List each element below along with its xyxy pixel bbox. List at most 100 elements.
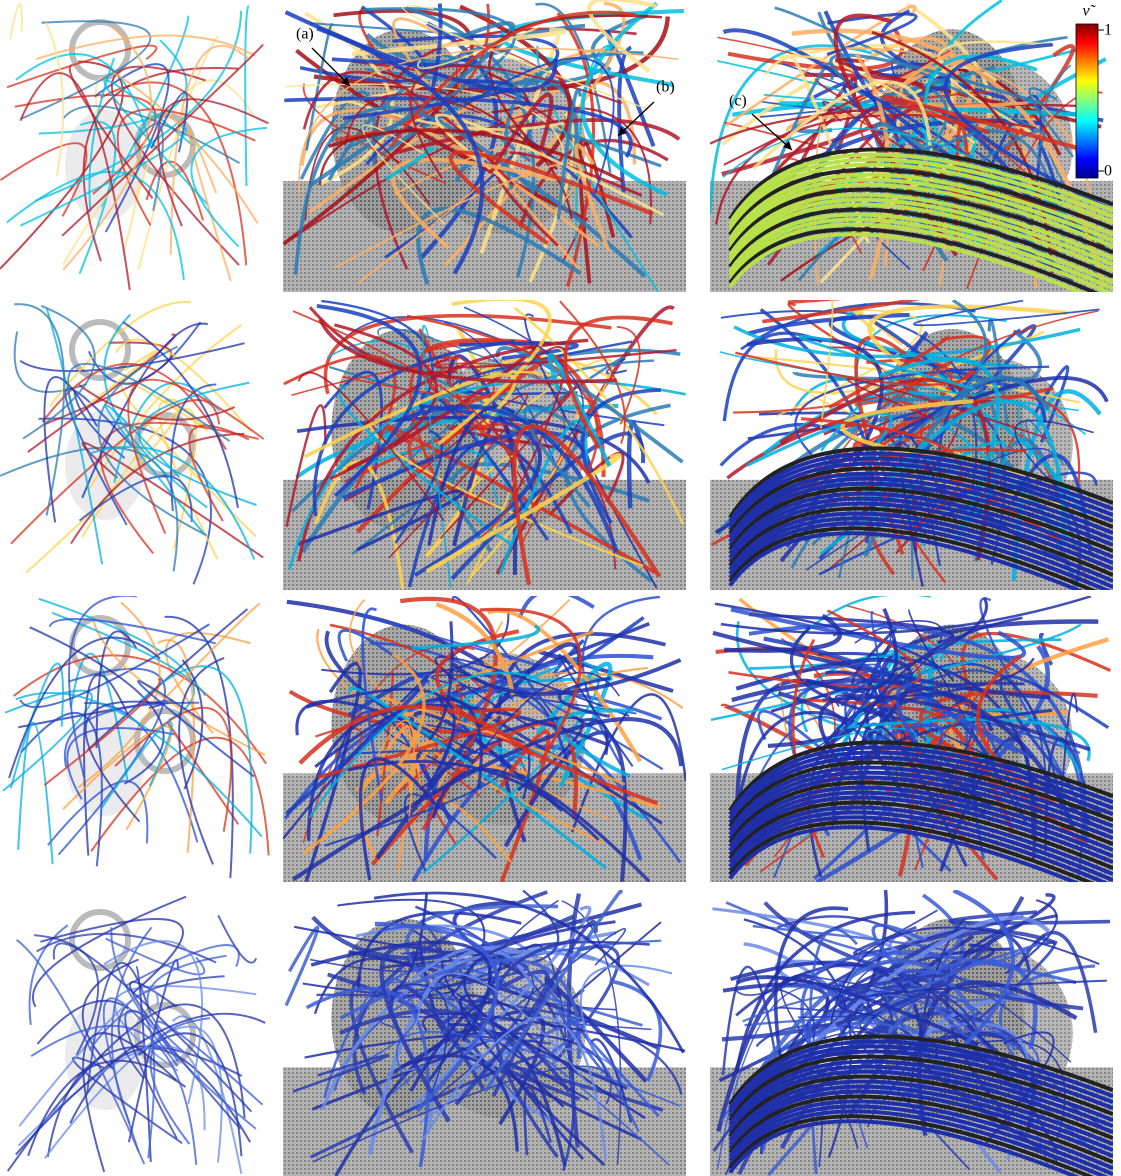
- tube: [728, 506, 1113, 577]
- streamline: [45, 308, 104, 565]
- colorbar-label: ν̃: [1082, 3, 1096, 20]
- tube: [728, 800, 1113, 871]
- tube: [728, 491, 1113, 559]
- streamline: [30, 1024, 198, 1165]
- tube: [728, 790, 1113, 859]
- streamline: [302, 652, 426, 855]
- streamline: [404, 904, 559, 1040]
- tube: [728, 795, 1113, 865]
- colorbar-min: 0: [1104, 163, 1112, 180]
- tube: [728, 825, 1080, 882]
- streamline: [38, 597, 195, 721]
- streamline: [9, 3, 23, 40]
- streamline: [752, 80, 932, 171]
- tube: [728, 192, 1113, 261]
- streamline: [17, 721, 54, 865]
- streamline: [344, 7, 517, 151]
- streamline: [351, 27, 567, 57]
- streamline: [81, 958, 139, 1070]
- streamline: [907, 709, 1085, 877]
- streamline: [103, 940, 204, 1105]
- streamline: [110, 65, 240, 266]
- streamline: [104, 404, 205, 535]
- tube: [728, 177, 1113, 245]
- streamline: [431, 767, 651, 882]
- streamline: [19, 72, 131, 291]
- streamline: [1015, 930, 1098, 1033]
- tube: [728, 1069, 1113, 1135]
- streamline: [558, 676, 611, 719]
- streamline: [422, 1016, 607, 1160]
- streamline: [34, 934, 100, 1056]
- streamline: [14, 303, 66, 516]
- streamline: [557, 1009, 660, 1118]
- streamline: [388, 893, 429, 995]
- streamline: [316, 304, 423, 498]
- streamline: [103, 313, 208, 509]
- tube: [728, 1109, 1109, 1176]
- streamline: [609, 979, 663, 1082]
- streamline: [329, 623, 464, 800]
- tube: [728, 511, 1113, 583]
- streamline: [976, 654, 1063, 810]
- streamline: [752, 924, 952, 955]
- streamline: [412, 624, 541, 650]
- streamline: [100, 721, 173, 810]
- streamline: [19, 342, 245, 373]
- streamline: [392, 34, 560, 66]
- streamline: [51, 611, 207, 697]
- streamline: [501, 715, 584, 792]
- label-b: (b): [656, 79, 675, 96]
- streamline: [571, 693, 686, 833]
- streamline: [720, 596, 1092, 635]
- streamline: [169, 44, 249, 255]
- streamline: [10, 399, 221, 545]
- tube: [728, 531, 1083, 590]
- streamline: [34, 10, 243, 202]
- streamline: [308, 306, 457, 375]
- streamline: [846, 378, 1053, 441]
- streamline: [766, 973, 949, 1001]
- streamline: [775, 987, 816, 1086]
- streamline: [747, 312, 910, 336]
- streamline: [409, 64, 623, 180]
- streamline: [448, 150, 654, 246]
- tube: [728, 745, 1113, 816]
- streamline: [18, 989, 159, 1127]
- tube: [728, 755, 1113, 824]
- streamline: [714, 376, 1109, 535]
- streamline: [83, 349, 157, 409]
- streamline: [358, 757, 441, 881]
- streamline: [187, 128, 232, 282]
- streamline: [95, 630, 138, 749]
- streamline: [434, 656, 630, 730]
- streamline: [815, 644, 1050, 882]
- streamline: [979, 597, 1089, 819]
- streamline: [730, 607, 1027, 661]
- tube: [728, 1039, 1113, 1110]
- arrow-c: [751, 113, 793, 151]
- streamline: [881, 94, 1086, 153]
- streamline: [100, 15, 190, 208]
- streamline: [38, 39, 188, 135]
- tube: [728, 1049, 1113, 1118]
- streamline: [324, 749, 509, 847]
- streamline: [819, 300, 834, 429]
- streamline: [856, 300, 988, 467]
- streamline: [70, 432, 245, 545]
- streamline: [81, 441, 264, 559]
- tube: [728, 222, 1113, 292]
- render-panel: [710, 0, 1113, 292]
- tube-bundle: [728, 147, 1113, 292]
- render-panel: [6, 895, 266, 1175]
- streamline: [57, 667, 166, 856]
- streamline: [87, 445, 256, 560]
- streamline: [833, 310, 1099, 463]
- streamline: [1014, 419, 1094, 502]
- streamline: [20, 711, 103, 867]
- streamline: [717, 36, 1050, 196]
- streamline: [318, 318, 617, 384]
- streamline: [398, 404, 619, 553]
- streamline: [297, 371, 445, 522]
- render-panel: [283, 300, 686, 590]
